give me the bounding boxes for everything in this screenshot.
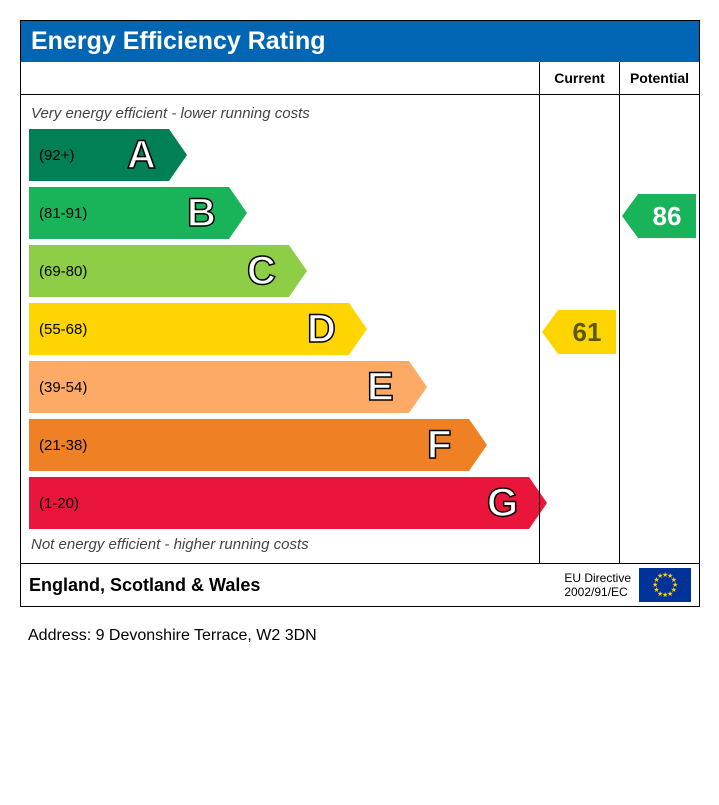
top-note: Very energy efficient - lower running co… [21,101,539,126]
band-bar-c: (69-80) C [29,245,289,297]
bars-column: Very energy efficient - lower running co… [21,95,539,563]
band-bar-e: (39-54) E [29,361,409,413]
header-potential: Potential [619,62,699,94]
footer-row: England, Scotland & Wales EU Directive 2… [21,563,699,606]
band-arrow-e [409,361,427,413]
current-column: 61 [539,95,619,563]
band-arrow-f [469,419,487,471]
band-letter-b: B [187,191,216,236]
band-row-b: (81-91) B [21,184,539,242]
band-bar-g: (1-20) G [29,477,529,529]
directive-text: EU Directive 2002/91/EC [564,571,631,600]
band-letter-d: D [307,307,336,352]
potential-column: 86 [619,95,699,563]
potential-marker: 86 [622,194,696,238]
potential-value: 86 [638,194,696,238]
band-arrow-b [229,187,247,239]
band-row-f: (21-38) F [21,416,539,474]
band-bar-b: (81-91) B [29,187,229,239]
band-range-e: (39-54) [39,379,87,396]
band-letter-f: F [427,423,451,468]
band-bar-f: (21-38) F [29,419,469,471]
band-range-g: (1-20) [39,495,79,512]
band-row-d: (55-68) D [21,300,539,358]
bottom-note: Not energy efficient - higher running co… [21,532,539,557]
band-range-b: (81-91) [39,205,87,222]
band-letter-c: C [247,249,276,294]
current-marker-arrow [542,310,558,354]
band-bar-d: (55-68) D [29,303,349,355]
band-row-a: (92+) A [21,126,539,184]
current-value: 61 [558,310,616,354]
band-arrow-c [289,245,307,297]
band-range-f: (21-38) [39,437,87,454]
band-range-d: (55-68) [39,321,87,338]
band-arrow-a [169,129,187,181]
band-row-g: (1-20) G [21,474,539,532]
epc-chart: Energy Efficiency Rating Current Potenti… [20,20,700,607]
band-row-c: (69-80) C [21,242,539,300]
potential-marker-arrow [622,194,638,238]
band-range-c: (69-80) [39,263,87,280]
eu-flag-icon: ★★★★★★★★★★★★ [639,568,691,602]
band-bar-a: (92+) A [29,129,169,181]
chart-body: Current Potential Very energy efficient … [21,62,699,606]
chart-title: Energy Efficiency Rating [21,21,699,62]
band-arrow-d [349,303,367,355]
band-letter-a: A [127,133,156,178]
header-current: Current [539,62,619,94]
region-text: England, Scotland & Wales [29,575,564,596]
band-letter-g: G [487,481,518,526]
current-marker: 61 [542,310,616,354]
band-row-e: (39-54) E [21,358,539,416]
band-letter-e: E [367,365,394,410]
address-text: Address: 9 Devonshire Terrace, W2 3DN [20,607,699,653]
header-row: Current Potential [21,62,699,95]
band-range-a: (92+) [39,147,74,164]
body-wrap: Very energy efficient - lower running co… [21,95,699,563]
